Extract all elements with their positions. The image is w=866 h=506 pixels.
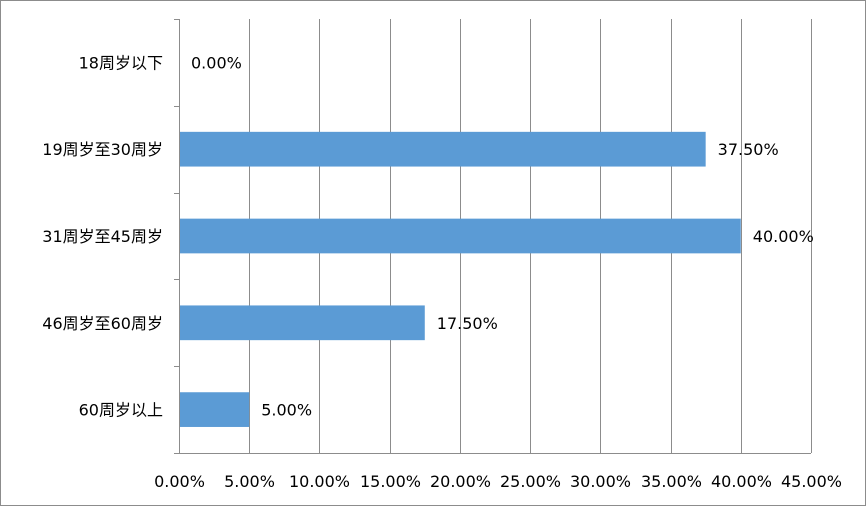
x-tick-label: 45.00% <box>781 472 842 491</box>
x-tick-label: 15.00% <box>360 472 421 491</box>
category-label: 18周岁以下 <box>79 53 163 72</box>
bar <box>180 131 706 167</box>
category-label: 46周岁至60周岁 <box>42 314 163 333</box>
bar <box>180 392 250 427</box>
bar <box>180 305 425 341</box>
x-tick-label: 25.00% <box>500 472 561 491</box>
x-tick-label: 40.00% <box>711 472 772 491</box>
data-label: 5.00% <box>261 401 312 420</box>
data-label: 37.50% <box>718 140 779 159</box>
bar <box>180 218 741 254</box>
bar-layer <box>180 131 741 427</box>
category-label: 60周岁以上 <box>79 401 163 420</box>
x-tick-label: 20.00% <box>430 472 491 491</box>
data-label: 17.50% <box>437 314 498 333</box>
category-label: 31周岁至45周岁 <box>42 227 163 246</box>
x-tick-label: 5.00% <box>224 472 275 491</box>
category-label: 19周岁至30周岁 <box>42 140 163 159</box>
x-tick-label: 10.00% <box>289 472 350 491</box>
data-label: 0.00% <box>191 53 242 72</box>
x-tick-label: 35.00% <box>641 472 702 491</box>
x-tick-label: 0.00% <box>154 472 205 491</box>
data-label: 40.00% <box>753 227 814 246</box>
x-tick-label: 30.00% <box>570 472 631 491</box>
label-layer: 0.00% 5.00% 10.00% 15.00% 20.00% 25.00% 30.00%… <box>42 53 842 491</box>
